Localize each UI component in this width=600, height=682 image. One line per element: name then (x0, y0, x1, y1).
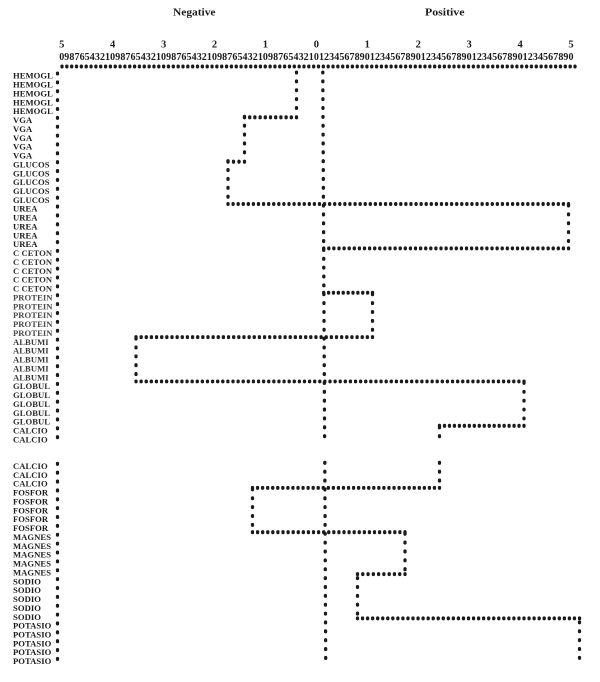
svg-text:POTASIO: POTASIO (13, 621, 52, 631)
svg-text:GLOBUL: GLOBUL (13, 390, 50, 400)
svg-text:SODIO: SODIO (13, 612, 41, 622)
svg-text:VGA: VGA (13, 142, 33, 152)
svg-text:MAGNES: MAGNES (13, 550, 51, 560)
svg-text:PROTEIN: PROTEIN (13, 292, 53, 302)
svg-text:4: 4 (110, 40, 116, 51)
svg-text:3: 3 (466, 40, 471, 51)
svg-text:PROTEIN: PROTEIN (13, 328, 53, 338)
svg-text:1: 1 (365, 40, 370, 51)
svg-text:1: 1 (263, 40, 268, 51)
svg-text:ALBUMI: ALBUMI (13, 337, 49, 347)
svg-text:C CETON: C CETON (13, 266, 53, 276)
svg-text:GLUCOS: GLUCOS (13, 159, 50, 169)
svg-text:ALBUMI: ALBUMI (13, 355, 49, 365)
svg-text:C CETON: C CETON (13, 284, 53, 294)
svg-text:HEMOGL: HEMOGL (13, 88, 53, 98)
svg-text:CALCIO: CALCIO (13, 479, 48, 489)
svg-text:FOSFOR: FOSFOR (13, 514, 49, 524)
svg-text:0: 0 (314, 40, 319, 51)
svg-text:UREA: UREA (13, 204, 38, 214)
svg-text:FOSFOR: FOSFOR (13, 505, 49, 515)
svg-text:FOSFOR: FOSFOR (13, 523, 49, 533)
svg-text:MAGNES: MAGNES (13, 559, 51, 569)
svg-text:VGA: VGA (13, 124, 33, 134)
svg-text:098765432109876543210987654321: 0987654321098765432109876543210987654321… (59, 52, 573, 63)
svg-text:POTASIO: POTASIO (13, 630, 52, 640)
svg-text:ALBUMI: ALBUMI (13, 346, 49, 356)
svg-text:SODIO: SODIO (13, 585, 41, 595)
svg-text:HEMOGL: HEMOGL (13, 80, 53, 90)
svg-text:HEMOGL: HEMOGL (13, 97, 53, 107)
svg-text:UREA: UREA (13, 239, 38, 249)
svg-text:C CETON: C CETON (13, 275, 53, 285)
svg-text:C CETON: C CETON (13, 248, 53, 258)
svg-text:GLUCOS: GLUCOS (13, 168, 50, 178)
svg-text:POTASIO: POTASIO (13, 647, 52, 657)
svg-text:UREA: UREA (13, 213, 38, 223)
svg-text:HEMOGL: HEMOGL (13, 106, 53, 116)
svg-text:UREA: UREA (13, 230, 38, 240)
svg-text:2: 2 (212, 40, 217, 51)
svg-text:POTASIO: POTASIO (13, 656, 52, 666)
svg-text:SODIO: SODIO (13, 576, 41, 586)
svg-text:VGA: VGA (13, 133, 33, 143)
svg-text:GLOBUL: GLOBUL (13, 399, 50, 409)
svg-text:FOSFOR: FOSFOR (13, 497, 49, 507)
svg-text:CALCIO: CALCIO (13, 470, 48, 480)
svg-text:MAGNES: MAGNES (13, 541, 51, 551)
svg-text:CALCIO: CALCIO (13, 434, 48, 444)
svg-text:5: 5 (59, 40, 64, 51)
svg-text:Negative: Negative (173, 8, 216, 19)
svg-text:PROTEIN: PROTEIN (13, 319, 53, 329)
svg-text:Positive: Positive (425, 8, 465, 19)
svg-text:5: 5 (568, 40, 573, 51)
svg-text:FOSFOR: FOSFOR (13, 488, 49, 498)
svg-text:GLUCOS: GLUCOS (13, 195, 50, 205)
svg-text:VGA: VGA (13, 151, 33, 161)
svg-text:3: 3 (161, 40, 166, 51)
svg-text:VGA: VGA (13, 115, 33, 125)
svg-text:GLUCOS: GLUCOS (13, 186, 50, 196)
svg-text:CALCIO: CALCIO (13, 426, 48, 436)
svg-text:4: 4 (517, 40, 523, 51)
svg-text:MAGNES: MAGNES (13, 567, 51, 577)
svg-text:HEMOGL: HEMOGL (13, 71, 53, 81)
svg-text:GLUCOS: GLUCOS (13, 177, 50, 187)
svg-text:ALBUMI: ALBUMI (13, 372, 49, 382)
svg-text:SODIO: SODIO (13, 594, 41, 604)
svg-text:GLOBUL: GLOBUL (13, 417, 50, 427)
svg-text:POTASIO: POTASIO (13, 638, 52, 648)
svg-text:2: 2 (416, 40, 421, 51)
svg-text:PROTEIN: PROTEIN (13, 301, 53, 311)
svg-text:CALCIO: CALCIO (13, 461, 48, 471)
svg-text:PROTEIN: PROTEIN (13, 310, 53, 320)
svg-text:GLOBUL: GLOBUL (13, 381, 50, 391)
svg-text:GLOBUL: GLOBUL (13, 408, 50, 418)
svg-text:ALBUMI: ALBUMI (13, 363, 49, 373)
svg-text:C CETON: C CETON (13, 257, 53, 267)
svg-text:MAGNES: MAGNES (13, 532, 51, 542)
svg-text:SODIO: SODIO (13, 603, 41, 613)
svg-text:UREA: UREA (13, 222, 38, 232)
